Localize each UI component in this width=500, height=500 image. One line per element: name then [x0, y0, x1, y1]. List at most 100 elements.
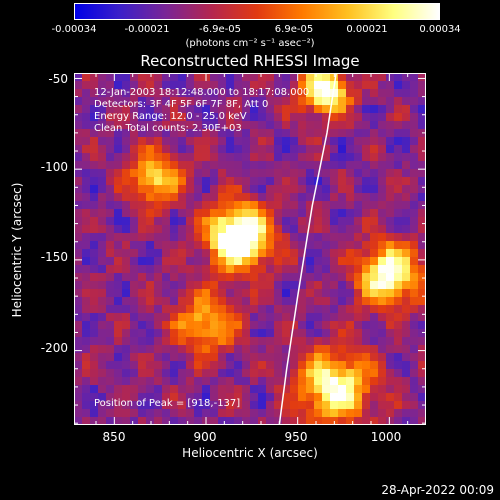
heatmap-cell — [106, 121, 115, 130]
heatmap-cell — [282, 313, 291, 322]
heatmap-cell — [258, 257, 267, 266]
heatmap-cell — [314, 193, 323, 202]
heatmap-cell — [114, 193, 123, 202]
heatmap-cell — [314, 353, 323, 362]
heatmap-cell — [378, 137, 387, 146]
heatmap-cell — [314, 81, 323, 90]
heatmap-cell — [74, 337, 83, 346]
heatmap-cell — [114, 241, 123, 250]
heatmap-cell — [202, 313, 211, 322]
heatmap-cell — [82, 361, 91, 370]
heatmap-cell — [306, 409, 315, 418]
plot-frame — [74, 73, 426, 425]
heatmap-cell — [402, 241, 411, 250]
heatmap-cell — [378, 393, 387, 402]
heatmap-cell — [298, 273, 307, 282]
heatmap-cell — [266, 321, 275, 330]
heatmap-cell — [186, 249, 195, 258]
heatmap-cell — [250, 73, 259, 82]
heatmap-cell — [242, 313, 251, 322]
heatmap-cell — [74, 305, 83, 314]
heatmap-cell — [130, 241, 139, 250]
heatmap-cell — [170, 233, 179, 242]
x-tick-label: 850 — [102, 430, 126, 444]
heatmap-cell — [274, 273, 283, 282]
heatmap-cell — [210, 385, 219, 394]
heatmap-cell — [386, 345, 395, 354]
heatmap-cell — [298, 393, 307, 402]
heatmap-cell — [330, 177, 339, 186]
heatmap-cell — [138, 297, 147, 306]
heatmap-cell — [330, 113, 339, 122]
heatmap-cell — [378, 193, 387, 202]
heatmap-cell — [378, 289, 387, 298]
heatmap-cell — [122, 353, 131, 362]
heatmap-cell — [290, 153, 299, 162]
heatmap-cell — [394, 113, 403, 122]
heatmap-cell — [394, 217, 403, 226]
heatmap-cell — [162, 145, 171, 154]
heatmap-cell — [346, 361, 355, 370]
heatmap-cell — [210, 113, 219, 122]
heatmap-cell — [162, 273, 171, 282]
heatmap-cell — [370, 377, 379, 386]
heatmap-cell — [282, 393, 291, 402]
heatmap-cell — [138, 409, 147, 418]
heatmap-cell — [410, 169, 419, 178]
heatmap-cell — [170, 113, 179, 122]
heatmap-cell — [218, 129, 227, 138]
heatmap-cell — [378, 265, 387, 274]
heatmap-cell — [186, 233, 195, 242]
heatmap-cell — [354, 273, 363, 282]
heatmap-cell — [338, 409, 347, 418]
heatmap-cell — [146, 169, 155, 178]
heatmap-cell — [90, 113, 99, 122]
heatmap-cell — [130, 217, 139, 226]
heatmap-cell — [370, 313, 379, 322]
heatmap-cell — [210, 225, 219, 234]
heatmap-cell — [338, 81, 347, 90]
heatmap-cell — [210, 193, 219, 202]
heatmap-cell — [330, 193, 339, 202]
heatmap-cell — [250, 185, 259, 194]
heatmap-cell — [146, 185, 155, 194]
heatmap-cell — [258, 145, 267, 154]
heatmap-cell — [90, 305, 99, 314]
heatmap-cell — [362, 329, 371, 338]
heatmap-cell — [322, 97, 331, 106]
heatmap-cell — [82, 209, 91, 218]
heatmap-cell — [338, 273, 347, 282]
heatmap-cell — [346, 337, 355, 346]
heatmap-cell — [266, 409, 275, 418]
heatmap-cell — [178, 329, 187, 338]
heatmap-cell — [210, 97, 219, 106]
heatmap-cell — [322, 225, 331, 234]
annotation-peak-position: Position of Peak = [918,-137] — [94, 398, 241, 409]
heatmap-cell — [394, 97, 403, 106]
heatmap-cell — [306, 369, 315, 378]
heatmap-cell — [106, 281, 115, 290]
heatmap-cell — [202, 265, 211, 274]
heatmap-cell — [314, 97, 323, 106]
heatmap-cell — [178, 185, 187, 194]
heatmap-cell — [378, 401, 387, 410]
heatmap-cell — [314, 289, 323, 298]
heatmap-cell — [210, 145, 219, 154]
heatmap-cell — [306, 81, 315, 90]
heatmap-cell — [274, 81, 283, 90]
heatmap-cell — [330, 169, 339, 178]
heatmap-cell — [234, 361, 243, 370]
heatmap-cell — [146, 257, 155, 266]
heatmap-cell — [250, 377, 259, 386]
heatmap-cell — [290, 81, 299, 90]
heatmap-cell — [186, 201, 195, 210]
heatmap-cell — [98, 369, 107, 378]
heatmap-cell — [186, 401, 195, 410]
heatmap-cell — [250, 409, 259, 418]
heatmap-cell — [210, 337, 219, 346]
heatmap-cell — [306, 145, 315, 154]
heatmap-cell — [362, 265, 371, 274]
heatmap-cell — [154, 169, 163, 178]
heatmap-cell — [290, 193, 299, 202]
heatmap-cell — [394, 337, 403, 346]
